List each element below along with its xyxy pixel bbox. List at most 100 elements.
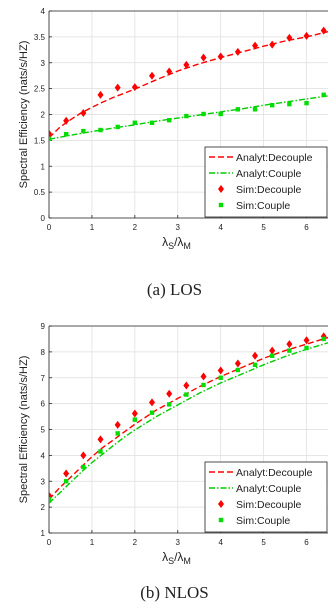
series-line — [49, 31, 328, 139]
data-point-diamond — [149, 398, 156, 407]
data-point-diamond — [114, 83, 121, 92]
data-point-square — [287, 348, 292, 353]
legend-swatch-diamond — [218, 185, 224, 193]
legend: Analyt:Decouple Analyt:Couple Sim:Decouple… — [204, 461, 328, 533]
data-point-square — [270, 353, 275, 358]
data-point-diamond — [97, 435, 104, 444]
y-tick-label: 2 — [41, 503, 46, 512]
data-point-square — [63, 479, 69, 484]
data-point-square — [304, 100, 309, 106]
data-point-square — [49, 497, 52, 502]
data-point-diamond — [200, 53, 207, 62]
data-point-diamond — [286, 33, 293, 42]
x-tick-label: 4 — [218, 538, 223, 547]
data-point-diamond — [183, 381, 190, 390]
legend: Analyt:Decouple Analyt:Couple Sim:Decouple… — [204, 146, 328, 218]
data-point-diamond — [166, 67, 173, 76]
x-tick-label: 6 — [304, 223, 309, 232]
series-line — [49, 342, 328, 504]
data-point-diamond — [252, 351, 259, 360]
legend-label: Analyt:Couple — [236, 168, 302, 180]
x-tick-label: 2 — [133, 223, 138, 232]
y-tick-label: 1 — [41, 162, 46, 171]
data-point-square — [201, 382, 206, 388]
y-tick-label: 2 — [41, 111, 46, 120]
legend-label: Analyt:Decouple — [236, 467, 313, 479]
data-point-square — [81, 128, 86, 134]
x-axis-label: λS/λM — [162, 550, 191, 566]
figure-caption: (a) LOS — [147, 280, 202, 299]
data-point-diamond — [200, 372, 207, 381]
data-point-square — [63, 131, 69, 137]
data-point-diamond — [183, 60, 190, 69]
x-axis-label: λS/λM — [162, 235, 191, 251]
data-point-diamond — [63, 116, 70, 125]
x-tick-label: 3 — [176, 538, 181, 547]
data-point-diamond — [63, 469, 70, 478]
legend-label: Analyt:Decouple — [236, 152, 313, 164]
y-tick-label: 6 — [41, 400, 46, 409]
data-point-square — [149, 410, 155, 415]
data-point-diamond — [217, 52, 224, 61]
y-tick-label: 2.5 — [34, 85, 46, 94]
data-point-square — [321, 92, 326, 98]
plot-area — [49, 26, 328, 142]
y-axis-label: Spectral Efficiency (nats/s/HZ) — [18, 41, 30, 189]
data-point-square — [235, 367, 241, 373]
legend-swatch-square — [218, 202, 224, 208]
x-tick-label: 2 — [133, 538, 138, 547]
data-point-diamond — [166, 389, 173, 398]
legend-label: Sim:Couple — [236, 515, 290, 527]
data-point-square — [252, 107, 258, 112]
chart-1: 0 1 2 3 4 5 6 0 0.5 1 1.5 2 2.5 3 3.5 4 Spectral Efficie… — [18, 7, 328, 299]
data-point-diamond — [131, 83, 138, 92]
plot-area — [49, 332, 328, 504]
legend-label: Sim:Couple — [236, 200, 290, 212]
data-point-square — [132, 120, 138, 125]
y-tick-label: 5 — [41, 426, 46, 435]
data-point-diamond — [269, 40, 276, 49]
data-point-square — [149, 120, 155, 125]
data-point-diamond — [149, 71, 156, 80]
series-line — [49, 336, 328, 500]
y-tick-label: 9 — [41, 322, 46, 331]
data-point-diamond — [303, 31, 310, 40]
y-tick-label: 4 — [41, 451, 46, 460]
y-tick-label: 8 — [41, 348, 46, 357]
data-point-square — [98, 127, 103, 133]
x-tick-label: 0 — [47, 538, 52, 547]
y-tick-label: 4 — [41, 7, 46, 16]
legend-box — [204, 461, 328, 533]
x-tick-label: 5 — [261, 223, 266, 232]
data-point-diamond — [49, 129, 52, 138]
data-point-square — [218, 111, 223, 117]
data-point-square — [218, 375, 223, 380]
data-point-square — [184, 113, 189, 119]
x-tick-label: 5 — [261, 538, 266, 547]
data-point-square — [287, 101, 292, 107]
data-point-diamond — [114, 420, 121, 429]
figure-caption: (b) NLOS — [140, 583, 208, 602]
x-tick-label: 1 — [90, 538, 95, 547]
data-point-square — [81, 464, 86, 470]
data-point-square — [132, 417, 138, 422]
y-tick-label: 0.5 — [34, 188, 46, 197]
y-tick-label: 1.5 — [34, 136, 46, 145]
y-tick-label: 0 — [41, 214, 46, 223]
data-point-diamond — [286, 340, 293, 349]
data-point-square — [115, 431, 120, 436]
data-point-square — [304, 345, 309, 351]
data-point-diamond — [269, 346, 276, 355]
data-point-diamond — [252, 41, 259, 50]
data-point-square — [166, 402, 172, 407]
data-point-square — [49, 136, 52, 142]
y-tick-label: 1 — [41, 529, 46, 538]
data-point-diamond — [303, 336, 310, 345]
x-tick-label: 1 — [90, 223, 95, 232]
data-point-diamond — [234, 47, 241, 56]
data-point-diamond — [320, 26, 327, 35]
data-point-square — [115, 124, 120, 130]
data-point-square — [321, 336, 326, 342]
